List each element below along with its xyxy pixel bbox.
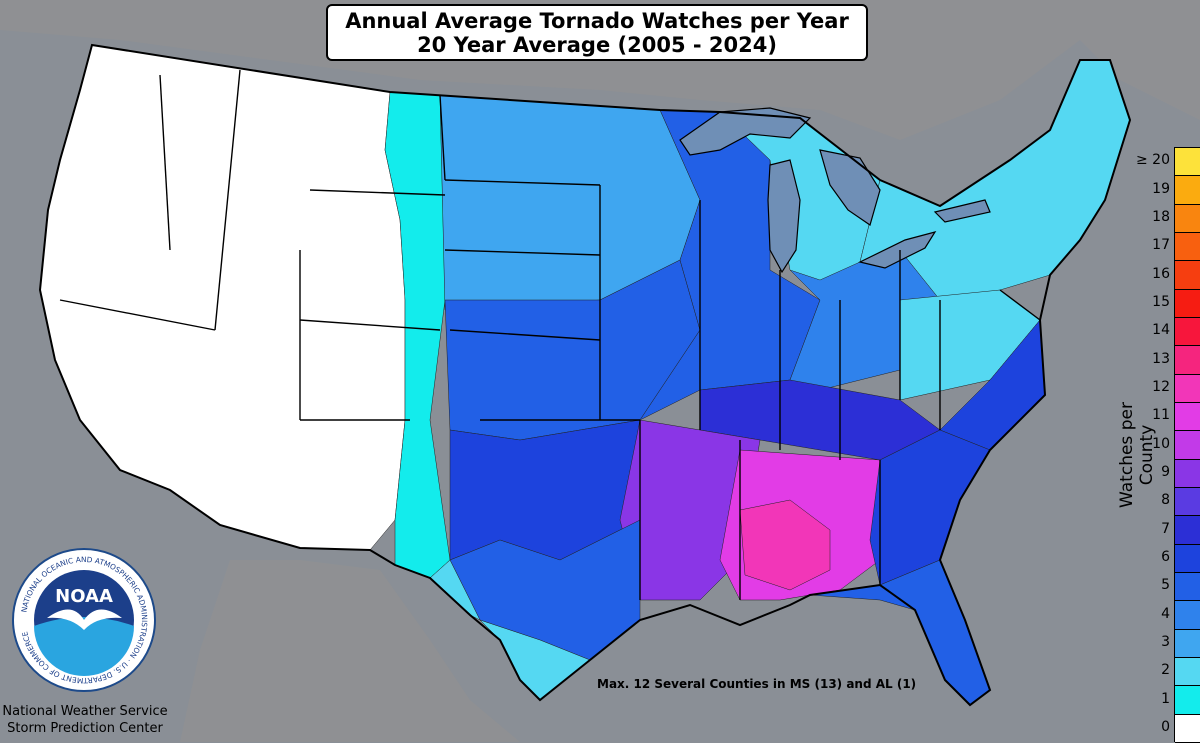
noaa-logo-text: NOAA bbox=[55, 586, 113, 607]
state-border bbox=[444, 179, 601, 186]
legend-swatch bbox=[1175, 686, 1200, 715]
legend-swatch bbox=[1175, 601, 1200, 630]
credit: National Weather Service Storm Predictio… bbox=[2, 703, 168, 737]
max-annotation: Max. 12 Several Counties in MS (13) and … bbox=[597, 677, 917, 691]
legend-swatch bbox=[1175, 374, 1200, 403]
legend-swatch bbox=[1175, 544, 1200, 573]
legend-swatch bbox=[1175, 176, 1200, 205]
legend-tick-label: 18 bbox=[1152, 208, 1170, 225]
legend-tick-label: 19 bbox=[1152, 180, 1170, 197]
legend-tick-label: 9 bbox=[1161, 463, 1170, 480]
lake-michigan bbox=[767, 159, 801, 274]
lake-superior bbox=[679, 107, 812, 156]
legend-tick-label: 12 bbox=[1152, 378, 1170, 395]
state-border bbox=[439, 94, 446, 181]
legend-swatch bbox=[1175, 714, 1200, 743]
map-subtitle: 20 Year Average (2005 - 2024) bbox=[417, 33, 777, 57]
legend-tick-label: 11 bbox=[1152, 407, 1170, 424]
legend-swatch bbox=[1175, 148, 1200, 177]
legend-tick-label: 7 bbox=[1161, 520, 1170, 537]
legend-swatch bbox=[1175, 487, 1200, 517]
region-deep-south-max bbox=[739, 499, 831, 591]
legend-swatch bbox=[1175, 516, 1200, 545]
legend-tick-label: 0 bbox=[1161, 718, 1170, 735]
legend-swatch bbox=[1175, 402, 1200, 432]
legend-swatch bbox=[1175, 261, 1200, 290]
legend-swatch bbox=[1175, 317, 1200, 347]
state-border bbox=[59, 299, 216, 331]
legend-tick-label: 4 bbox=[1161, 605, 1170, 622]
map-title-box: Annual Average Tornado Watches per Year … bbox=[326, 4, 868, 61]
us-outline bbox=[38, 43, 1132, 707]
legend-tick-label: 1 bbox=[1161, 690, 1170, 707]
state-border bbox=[444, 249, 601, 256]
legend-color-bar bbox=[1174, 147, 1200, 743]
legend-title: Watches per County bbox=[1117, 402, 1157, 508]
state-border bbox=[299, 319, 441, 331]
legend-tick-label: 5 bbox=[1161, 577, 1170, 594]
legend-tick-label: 2 bbox=[1161, 662, 1170, 679]
lake-ontario bbox=[933, 199, 991, 223]
noaa-logo: NOAA NATIONAL OCEANIC AND ATMOSPHERIC AD… bbox=[12, 548, 156, 692]
state-border bbox=[214, 69, 241, 331]
legend-swatch bbox=[1175, 204, 1200, 233]
state-border bbox=[159, 74, 171, 251]
lake-erie bbox=[858, 231, 937, 269]
state-border bbox=[449, 329, 601, 341]
map-title: Annual Average Tornado Watches per Year bbox=[345, 9, 849, 33]
legend-tick-label: 17 bbox=[1152, 237, 1170, 254]
legend-tick-label: 8 bbox=[1161, 492, 1170, 509]
legend-tick-label: 14 bbox=[1152, 322, 1170, 339]
legend-swatch bbox=[1175, 232, 1200, 262]
mexico-land bbox=[180, 560, 520, 742]
credit-nws: National Weather Service bbox=[2, 704, 168, 719]
state-borders bbox=[59, 69, 1041, 600]
canada-land bbox=[0, 0, 1200, 140]
legend-swatch bbox=[1175, 431, 1200, 460]
legend-tick-label: 16 bbox=[1152, 265, 1170, 282]
legend-tick-label: 15 bbox=[1152, 293, 1170, 310]
legend-swatch bbox=[1175, 459, 1200, 488]
legend-tick-label: ≥ 20 bbox=[1136, 152, 1170, 169]
us-regions bbox=[39, 44, 1131, 706]
legend-swatch bbox=[1175, 289, 1200, 318]
legend-tick-label: 13 bbox=[1152, 350, 1170, 367]
legend-tick-label: 6 bbox=[1161, 548, 1170, 565]
legend-tick-label: 3 bbox=[1161, 633, 1170, 650]
legend-swatch bbox=[1175, 572, 1200, 602]
credit-spc: Storm Prediction Center bbox=[7, 721, 163, 736]
legend-tick-label: 10 bbox=[1152, 435, 1170, 452]
legend-swatch bbox=[1175, 346, 1200, 375]
state-border bbox=[309, 189, 446, 196]
state-border bbox=[999, 289, 1041, 321]
legend-swatch bbox=[1175, 629, 1200, 658]
legend-swatch bbox=[1175, 657, 1200, 687]
